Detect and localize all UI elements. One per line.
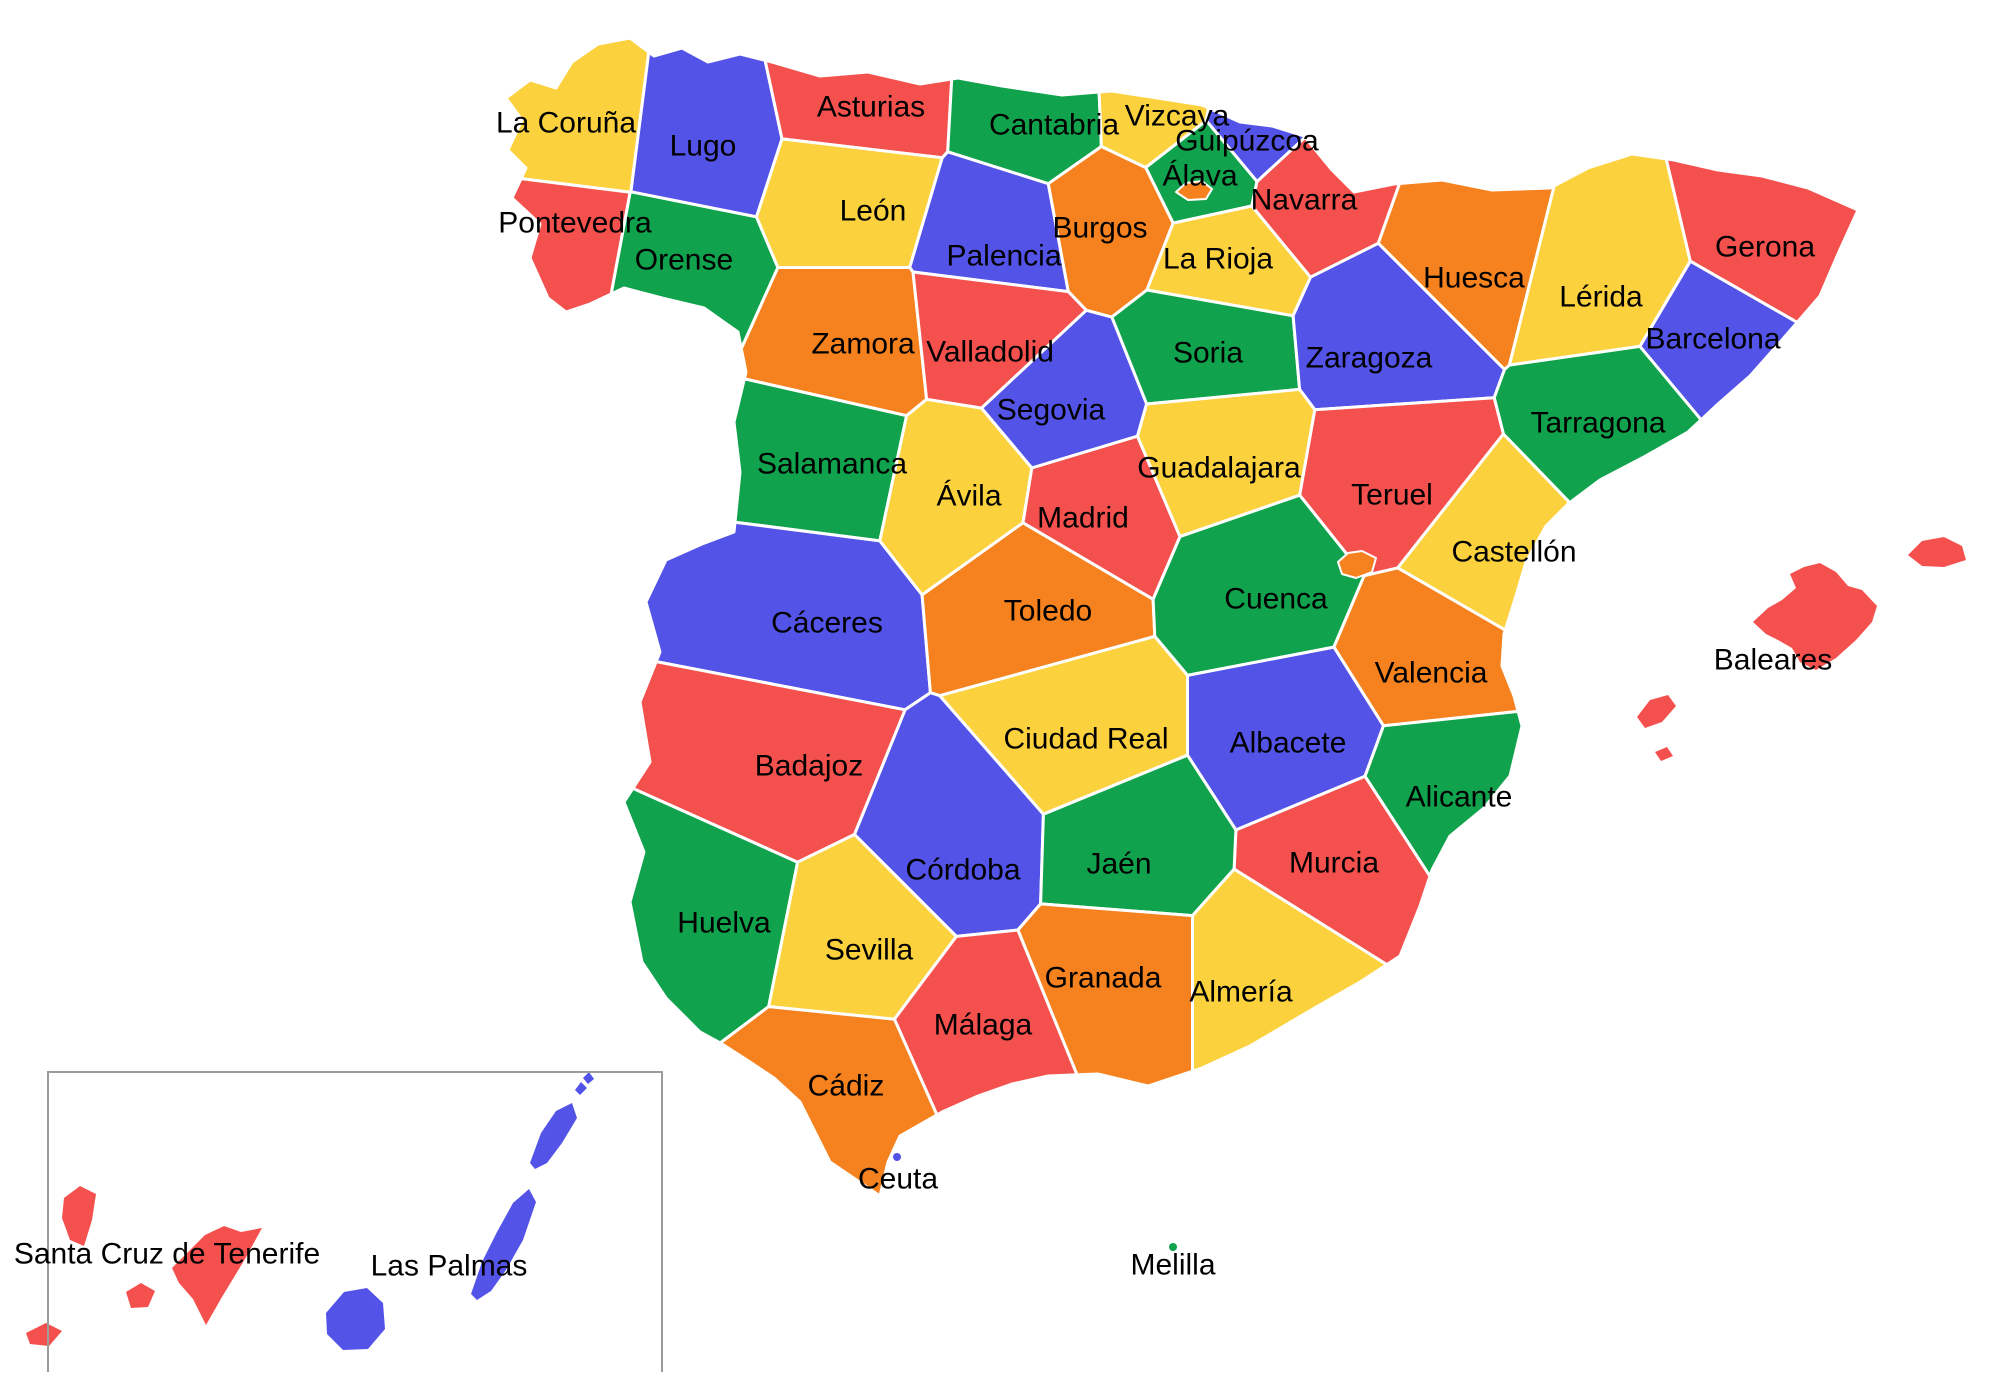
province-almeria <box>1191 867 1389 1073</box>
islands-baleares <box>1637 695 1676 728</box>
label-jaen: Jaén <box>1086 848 1151 881</box>
label-melilla: Melilla <box>1130 1249 1215 1282</box>
cities-layer <box>893 1153 1177 1251</box>
label-castellon: Castellón <box>1451 536 1576 569</box>
islands-las-palmas <box>575 1082 587 1095</box>
label-huesca: Huesca <box>1423 262 1525 295</box>
label-sevilla: Sevilla <box>825 934 914 967</box>
label-ciudad-real: Ciudad Real <box>1003 723 1168 756</box>
label-avila: Ávila <box>936 480 1001 513</box>
label-valladolid: Valladolid <box>926 336 1054 369</box>
mainland-provinces-layer <box>504 36 1860 1198</box>
islands-santa-cruz-de-tenerife <box>62 1186 96 1246</box>
label-las-palmas: Las Palmas <box>371 1250 528 1283</box>
label-huelva: Huelva <box>677 907 771 940</box>
label-madrid: Madrid <box>1037 502 1129 535</box>
label-barcelona: Barcelona <box>1645 323 1780 356</box>
label-guipuzcoa: Guipúzcoa <box>1175 125 1319 158</box>
province-cadiz <box>718 1005 939 1198</box>
city-dot-ceuta <box>893 1153 901 1161</box>
label-palencia: Palencia <box>946 240 1061 273</box>
enclaves-layer <box>1175 180 1377 579</box>
label-caceres: Cáceres <box>771 607 883 640</box>
islands-baleares <box>1753 563 1877 670</box>
label-segovia: Segovia <box>997 394 1106 427</box>
label-albacete: Albacete <box>1230 727 1347 760</box>
label-badajoz: Badajoz <box>755 750 863 783</box>
label-tarragona: Tarragona <box>1530 407 1665 440</box>
label-cadiz: Cádiz <box>808 1070 885 1103</box>
islands-baleares <box>1655 747 1673 761</box>
label-la-coruna: La Coruña <box>496 107 636 140</box>
label-alicante: Alicante <box>1406 781 1513 814</box>
province-malaga <box>892 928 1079 1117</box>
label-cuenca: Cuenca <box>1224 583 1328 616</box>
label-soria: Soria <box>1173 337 1243 370</box>
labels-layer: La Coruña Lugo Asturias Cantabria VizcayaGui… <box>14 91 1832 1283</box>
label-zamora: Zamora <box>811 328 915 361</box>
label-teruel: Teruel <box>1351 479 1433 512</box>
label-lerida: Lérida <box>1559 281 1643 314</box>
label-valencia: Valencia <box>1375 657 1488 690</box>
islands-las-palmas <box>471 1189 536 1300</box>
label-malaga: Málaga <box>934 1009 1033 1042</box>
label-cordoba: Córdoba <box>905 854 1020 887</box>
label-guadalajara: Guadalajara <box>1137 452 1301 485</box>
canary-inset-box <box>47 1071 663 1372</box>
islands-las-palmas <box>583 1072 594 1084</box>
label-vizcaya: Vizcaya <box>1125 100 1230 133</box>
label-zaragoza: Zaragoza <box>1306 342 1433 375</box>
label-gerona: Gerona <box>1715 231 1815 264</box>
label-baleares: Baleares <box>1714 644 1832 677</box>
islands-santa-cruz-de-tenerife <box>126 1283 155 1308</box>
label-la-rioja: La Rioja <box>1163 243 1273 276</box>
label-cantabria: Cantabria <box>989 109 1119 142</box>
province-barcelona <box>1638 259 1799 422</box>
city-dot-melilla <box>1169 1243 1177 1251</box>
label-asturias: Asturias <box>817 91 925 124</box>
label-pontevedra: Pontevedra <box>498 207 652 240</box>
label-navarra: Navarra <box>1251 184 1358 217</box>
province-castellon <box>1396 432 1572 632</box>
islands-layer <box>26 537 1966 1350</box>
label-santa-cruz-de-tenerife: Santa Cruz de Tenerife <box>14 1238 320 1271</box>
label-murcia: Murcia <box>1289 847 1379 880</box>
islands-las-palmas <box>530 1103 577 1169</box>
label-lugo: Lugo <box>670 130 737 163</box>
label-ceuta: Ceuta <box>858 1163 938 1196</box>
label-orense: Orense <box>635 244 733 277</box>
canary-inset-box-layer <box>47 1071 663 1372</box>
islands-baleares <box>1908 537 1966 567</box>
province-pontevedra <box>510 177 632 314</box>
label-burgos: Burgos <box>1052 212 1147 245</box>
islands-las-palmas <box>326 1288 385 1350</box>
label-leon: León <box>840 195 907 228</box>
islands-santa-cruz-de-tenerife <box>172 1226 262 1325</box>
enclave-alava <box>1175 180 1213 201</box>
enclave-teruel <box>1337 550 1377 579</box>
label-granada: Granada <box>1045 962 1162 995</box>
label-almeria: Almería <box>1189 976 1293 1009</box>
label-salamanca: Salamanca <box>757 448 907 481</box>
label-alava: Álava <box>1162 160 1237 193</box>
province-orense <box>609 190 780 351</box>
islands-santa-cruz-de-tenerife <box>26 1323 62 1346</box>
label-toledo: Toledo <box>1004 595 1092 628</box>
